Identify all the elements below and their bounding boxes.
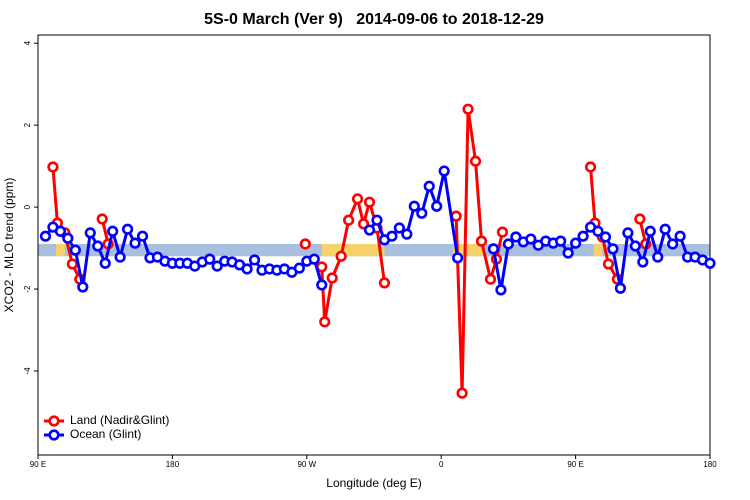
data-point [62,232,74,244]
data-point [484,273,497,285]
data-point [423,180,435,192]
data-point [475,235,488,247]
data-point [637,256,649,268]
x-tick-label: 180 [166,460,180,469]
data-point [452,252,464,264]
legend-marker [48,415,60,427]
data-point [92,240,104,252]
data-point [241,263,253,275]
x-tick-label: 90 E [30,460,46,469]
data-point [47,161,59,173]
data-point [525,233,537,245]
data-point [114,251,126,263]
data-point [335,250,347,262]
data-point [562,247,574,259]
data-point [77,281,89,293]
data-point [704,257,716,269]
data-point [438,165,450,177]
highlight-range [55,243,65,257]
data-point [496,226,509,238]
data-point [316,279,328,291]
y-tick-label: -4 [23,367,32,375]
data-point [248,254,261,266]
data-point [107,225,119,237]
data-point [69,244,81,256]
data-point [401,228,413,240]
data-point [99,257,111,269]
data-point [674,230,686,242]
data-point [659,223,671,235]
data-point [634,213,646,225]
data-point [629,240,641,252]
data-point [599,231,612,243]
data-point [351,193,364,205]
data-point [343,214,355,226]
data-point [121,223,134,235]
data-point [319,316,331,328]
data-point [487,243,500,255]
data-point [555,235,567,247]
data-point [431,200,443,212]
data-point [569,237,582,249]
x-tick-label: 90 E [567,460,583,469]
data-point [393,222,405,234]
x-axis-label: Longitude (deg E) [326,476,421,490]
y-tick-label: 0 [23,204,32,209]
data-point [408,200,420,212]
data-point [614,282,627,294]
data-point [510,231,522,243]
data-point [84,227,96,239]
data-point [456,387,468,399]
highlight-range [321,243,385,257]
data-point [378,277,391,289]
data-point [371,214,383,226]
chart-title: 5S-0 March (Ver 9) 2014-09-06 to 2018-12… [204,11,544,28]
y-tick-label: 2 [23,122,32,127]
data-point [299,238,311,250]
data-point [584,161,597,173]
data-point [326,272,338,284]
legend-label: Land (Nadir&Glint) [70,413,169,427]
data-point [363,224,376,236]
data-point [204,253,216,265]
y-tick-label: 4 [23,40,32,45]
y-tick-label: -2 [23,285,32,293]
highlight-range [593,243,603,257]
data-point [129,237,141,249]
data-point [607,243,619,255]
legend-marker [48,429,60,441]
plot-frame [37,34,711,456]
data-point [96,213,108,225]
data-point [54,225,67,237]
data-point [66,258,78,270]
x-tick-label: 0 [439,460,444,469]
y-axis-label: XCO2 - MLO trend (ppm) [2,178,16,313]
data-point [416,207,428,219]
data-point [602,258,615,270]
data-point [644,225,656,237]
highlight-range [453,243,486,257]
data-point [462,103,474,115]
data-point [308,253,320,265]
data-point [211,260,223,272]
x-tick-label: 180 [703,460,717,469]
data-point [667,238,679,250]
data-point [622,227,634,239]
data-point [363,196,376,208]
data-point [469,155,482,167]
x-tick-label: 90 W [297,460,316,469]
data-point [592,225,604,237]
data-point [293,262,305,274]
data-point [386,230,398,242]
data-point [39,230,52,242]
data-point [502,238,515,250]
legend-label: Ocean (Glint) [70,427,141,441]
data-point [577,230,589,242]
data-point [136,230,149,242]
data-point [495,284,507,296]
data-point [652,251,664,263]
